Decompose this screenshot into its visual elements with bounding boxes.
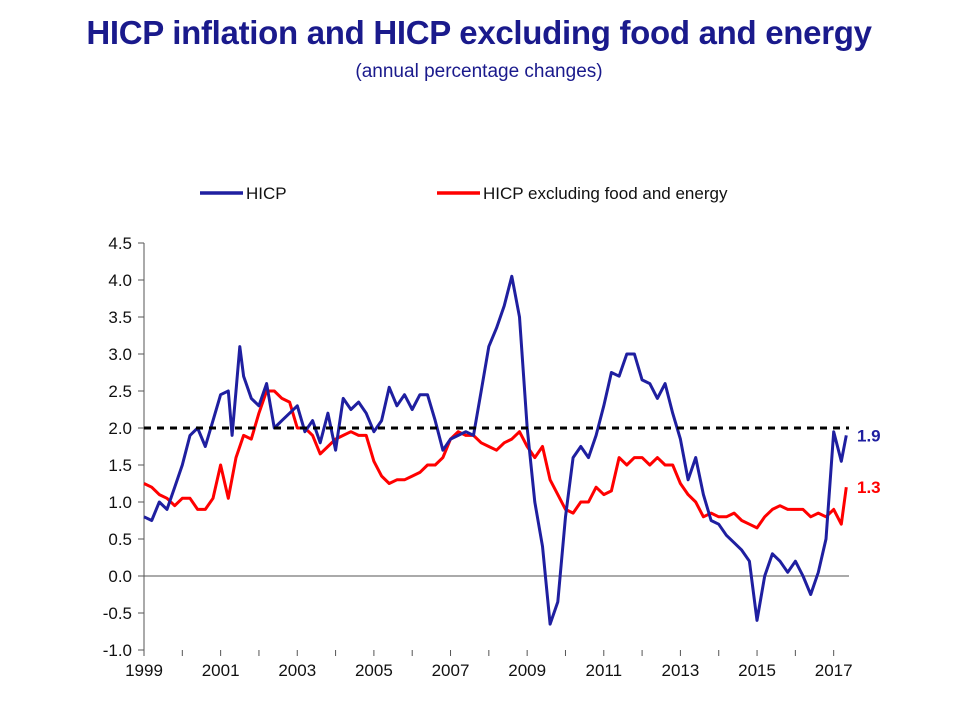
y-tick-label: 2.5 [108,382,132,401]
y-tick-label: 1.5 [108,456,132,475]
y-axis: 4.5 4.0 3.5 3.0 2.5 2.0 1.5 1.0 0.5 0.0 -0.5 -1.0 [103,234,849,660]
y-tick-label: 0.5 [108,530,132,549]
y-tick-label: 2.0 [108,419,132,438]
end-label-core: 1.3 [857,478,881,497]
legend-label-core: HICP excluding food and energy [483,184,728,203]
chart-title: HICP inflation and HICP excluding food a… [86,14,872,51]
y-tick-label: -0.5 [103,604,132,623]
series-line-hicp [143,274,848,626]
end-labels: 1.9 1.3 [857,426,881,497]
y-tick-label: 3.5 [108,308,132,327]
legend-label-hicp: HICP [246,184,287,203]
y-tick-label: -1.0 [103,641,132,660]
x-tick-label: 2017 [815,661,853,680]
series-line-core [143,389,848,530]
legend: HICP HICP excluding food and energy [200,184,728,203]
x-tick-label: 1999 [125,661,163,680]
y-tick-label: 4.5 [108,234,132,253]
x-tick-label: 2015 [738,661,776,680]
chart-subtitle: (annual percentage changes) [355,61,603,82]
y-tick-label: 0.0 [108,567,132,586]
end-label-hicp: 1.9 [857,426,881,445]
x-tick-label: 2007 [432,661,470,680]
y-tick-label: 3.0 [108,345,132,364]
y-tick-label: 4.0 [108,271,132,290]
x-tick-label: 2005 [355,661,393,680]
plot-area [143,274,849,626]
x-tick-label: 2003 [278,661,316,680]
x-tick-label: 2011 [586,661,623,680]
x-tick-label: 2001 [202,661,240,680]
y-tick-label: 1.0 [108,493,132,512]
x-tick-label: 2013 [661,661,699,680]
x-axis: 1999 2001 2003 2005 2007 2009 2011 2013 2015 2017 [125,650,853,680]
x-tick-label: 2009 [508,661,546,680]
